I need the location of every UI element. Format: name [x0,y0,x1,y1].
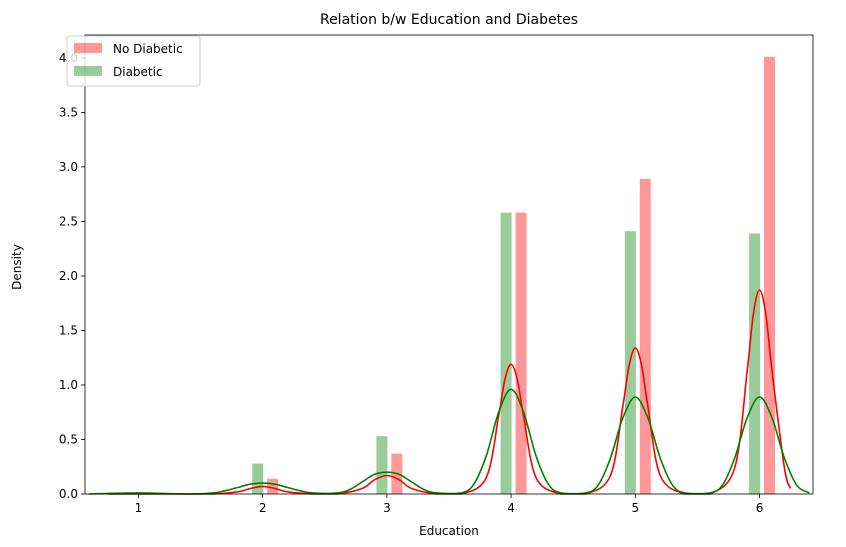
bar-no-diabetic-4 [764,56,775,495]
x-tick-label-6: 6 [756,501,764,515]
y-tick-label-3: 1.5 [59,323,78,337]
bar-no-diabetic-0 [267,478,279,494]
bar-diabetic-4 [749,233,761,494]
x-tick-label-5: 5 [632,501,640,515]
y-tick-label-2: 1.0 [59,378,78,392]
chart-title: Relation b/w Education and Diabetes [320,12,578,28]
y-tick-label-4: 2.0 [59,269,78,283]
x-tick-label-3: 3 [383,501,391,515]
y-tick-label-7: 3.5 [59,105,78,119]
legend-swatch-no-diabetic [74,43,102,53]
x-tick-label-2: 2 [259,501,267,515]
y-tick-label-6: 3.0 [59,160,78,174]
bar-diabetic-0 [252,463,264,494]
y-tick-label-1: 0.5 [59,432,78,446]
bar-no-diabetic-3 [639,178,651,494]
legend-swatch-diabetic [74,66,102,76]
legend: No Diabetic Diabetic [66,35,201,87]
kde-line-diabetic [88,388,810,495]
legend-label-diabetic: Diabetic [113,65,163,79]
x-tick-label-1: 1 [135,501,143,515]
bar-no-diabetic-2 [515,212,527,494]
y-tick-label-5: 2.5 [59,214,78,228]
y-tick-label-0: 0.0 [59,487,78,501]
legend-label-no-diabetic: No Diabetic [113,42,183,56]
bar-diabetic-2 [500,212,512,494]
bar-diabetic-1 [376,436,388,494]
y-axis-label: Density [10,244,24,290]
legend-box [66,35,201,87]
x-axis-label: Education [419,524,479,538]
axes-frame [84,34,814,495]
kde-line-no-diabetic [107,289,792,495]
x-tick-label-4: 4 [507,501,515,515]
